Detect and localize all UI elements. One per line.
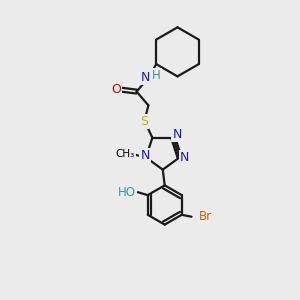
Text: N: N [180, 151, 189, 164]
Text: Br: Br [199, 210, 212, 223]
Text: N: N [172, 128, 182, 141]
Text: N: N [141, 71, 150, 84]
Text: S: S [140, 115, 148, 128]
Text: CH₃: CH₃ [116, 149, 135, 160]
Text: H: H [152, 69, 161, 82]
Text: HO: HO [118, 186, 136, 199]
Text: N: N [140, 149, 150, 162]
Text: O: O [111, 83, 121, 96]
